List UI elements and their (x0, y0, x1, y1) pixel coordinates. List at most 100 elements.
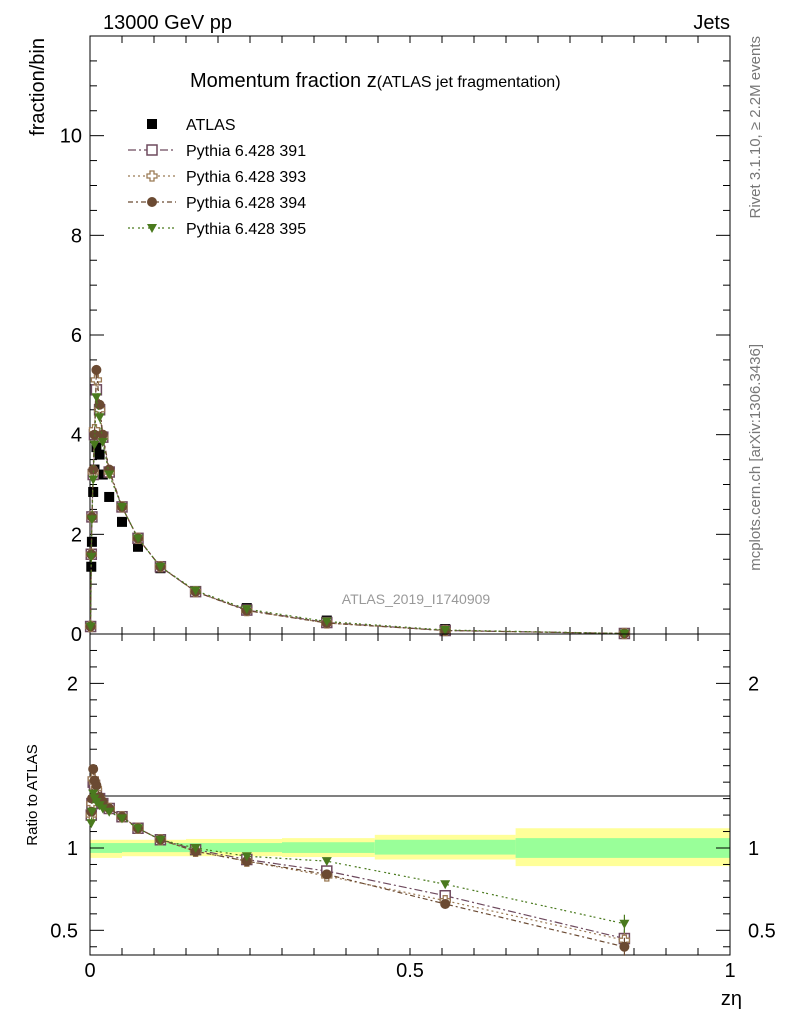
legend-label: Pythia 6.428 394 (186, 195, 306, 212)
main-data-point (88, 464, 99, 475)
ratio-x-tick-label: 0.5 (396, 960, 424, 982)
main-data-point (440, 626, 451, 636)
ratio-inner-band (90, 843, 122, 853)
main-data-point (91, 364, 102, 375)
ratio-series-line (90, 768, 625, 948)
legend-entry: Pythia 6.428 395 (128, 221, 306, 238)
legend-entry: Pythia 6.428 394 (128, 195, 306, 212)
ratio-inner-band (515, 838, 730, 858)
analysis-watermark: ATLAS_2019_I1740909 (342, 591, 491, 607)
main-data-point (86, 515, 97, 525)
main-data-point (117, 516, 127, 527)
main-data-point (190, 586, 201, 596)
ratio-series-group (85, 763, 631, 956)
ratio-data-point (86, 819, 97, 829)
main-data-point (91, 393, 102, 403)
ratio-y-tick-label-left: 2 (67, 673, 78, 695)
main-data-point (117, 502, 127, 512)
ratio-data-point (133, 824, 143, 834)
main-data-point (90, 374, 103, 386)
ratio-data-point (97, 804, 108, 814)
main-data-point (104, 491, 115, 502)
ratio-y-axis-label: Ratio to ATLAS (24, 744, 41, 845)
main-y-tick-labels: 0 2 4 6 8 10 (60, 126, 82, 646)
ratio-inner-band (186, 843, 282, 853)
x-axis-label: zη (721, 988, 742, 1010)
main-data-point (94, 449, 105, 460)
main-y-tick-label: 0 (71, 624, 82, 646)
plot-title-sub: (ATLAS jet fragmentation) (377, 74, 561, 91)
main-y-tick-label: 4 (71, 425, 82, 447)
ratio-data-point (321, 869, 332, 880)
main-y-tick-label: 2 (71, 524, 82, 546)
main-data-point (321, 617, 332, 627)
ratio-x-tick-label: 0 (84, 960, 95, 982)
ratio-data-point (117, 814, 127, 824)
ratio-data-point (88, 763, 99, 774)
ratio-data-point (104, 807, 115, 817)
main-data-point (91, 442, 102, 453)
main-series-0 (85, 442, 630, 639)
main-y-tick-label: 8 (71, 225, 82, 247)
plot-title: Momentum fraction z(ATLAS jet fragmentat… (190, 70, 561, 92)
ratio-axis-ticks (89, 634, 731, 955)
ratio-data-point (241, 852, 252, 862)
ratio-y-tick-labels: 0.5 0.5 1 1 2 2 (50, 673, 776, 942)
legend-entry: ATLAS (147, 117, 236, 134)
main-data-point (104, 470, 115, 480)
ratio-data-point (440, 898, 451, 909)
header-process-label: Jets (693, 12, 730, 34)
main-data-point (88, 475, 99, 485)
ratio-inner-band (122, 843, 186, 853)
legend-marker (147, 224, 157, 233)
legend-entry: Pythia 6.428 393 (128, 169, 306, 186)
ratio-data-point (88, 789, 99, 799)
legend-marker (146, 144, 158, 156)
legend-label: ATLAS (186, 117, 236, 134)
header-collision-label: 13000 GeV pp (103, 12, 232, 34)
legend-marker (146, 170, 158, 182)
main-data-point (85, 622, 96, 632)
ratio-y-tick-label-right: 2 (748, 673, 759, 695)
main-series-group (84, 364, 631, 640)
ratio-data-point (440, 880, 451, 890)
ratio-data-point (91, 780, 102, 791)
ratio-series-line (90, 778, 625, 941)
ratio-panel: 0.5 0.5 1 1 2 2 0 0.5 1 Ratio to ATLAS zη (24, 633, 776, 1010)
ratio-uncertainty-bands (90, 828, 730, 867)
ratio-data-point (155, 835, 166, 845)
main-data-point (94, 413, 105, 423)
ratio-panel-frame (89, 633, 731, 956)
ratio-inner-band (374, 839, 516, 855)
ratio-data-point (619, 941, 630, 952)
main-y-tick-label: 6 (71, 325, 82, 347)
ratio-x-tick-label: 1 (724, 960, 735, 982)
main-panel: 0 2 4 6 8 10 fraction/bin Momentum fraction z… (27, 35, 731, 646)
main-data-point (97, 438, 108, 448)
plot-title-main: Momentum fraction z (190, 70, 377, 92)
mcplots-label: mcplots.cern.ch [arXiv:1306.3436] (747, 344, 764, 571)
main-data-point (155, 562, 166, 572)
ratio-x-tick-labels: 0 0.5 1 (84, 960, 735, 982)
legend-marker (147, 119, 157, 129)
main-data-point (133, 541, 143, 552)
ratio-series-3 (86, 789, 630, 933)
legend-label: Pythia 6.428 391 (186, 143, 306, 160)
ratio-y-tick-label-left: 1 (67, 838, 78, 860)
main-data-point (241, 605, 252, 615)
ratio-inner-band (282, 842, 375, 853)
legend-marker (147, 197, 157, 207)
legend-entry: Pythia 6.428 391 (128, 143, 306, 160)
ratio-data-point (619, 919, 630, 929)
ratio-data-point (86, 807, 97, 817)
main-data-point (97, 429, 108, 440)
rivet-version-label: Rivet 3.1.10, ≥ 2.2M events (747, 36, 764, 219)
legend-label: Pythia 6.428 393 (186, 169, 306, 186)
main-data-point (86, 552, 97, 562)
main-data-point (89, 440, 100, 450)
main-y-tick-label: 10 (60, 126, 82, 148)
ratio-y-tick-label-left: 0.5 (50, 920, 78, 942)
legend-label: Pythia 6.428 395 (186, 221, 306, 238)
main-y-axis-label: fraction/bin (27, 38, 49, 136)
